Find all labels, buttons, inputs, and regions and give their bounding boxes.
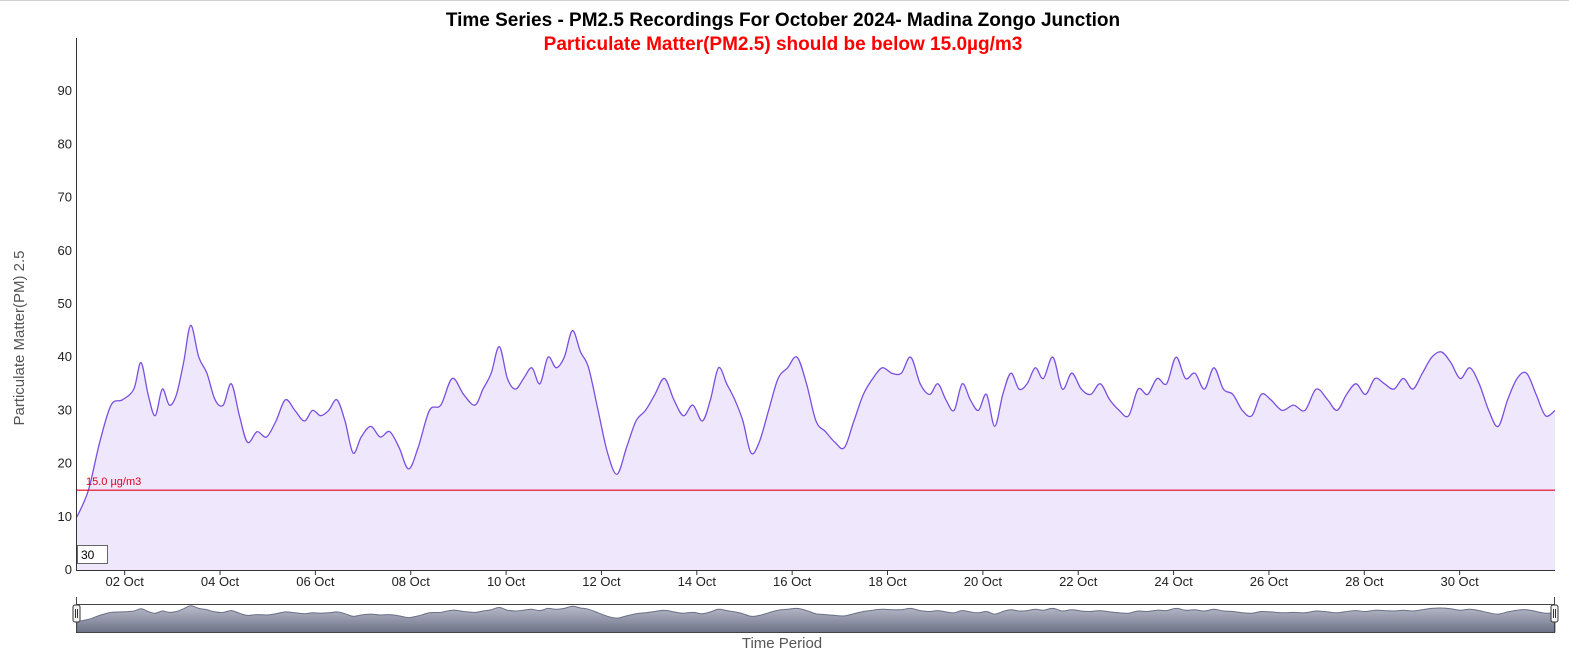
chart-title: Time Series - PM2.5 Recordings For Octob…	[445, 10, 1121, 31]
plot-area: 15.0 µg/m3	[76, 324, 1556, 570]
x-tick-label: 12 Oct	[582, 574, 621, 589]
threshold-label: 15.0 µg/m3	[86, 476, 141, 488]
y-tick-label: 30	[58, 402, 72, 417]
rolling-period-input[interactable]: 30	[77, 545, 108, 564]
navigator-right-handle[interactable]	[1550, 604, 1559, 623]
x-ticks: 02 Oct 04 Oct 06 Oct 08 Oct 10 Oct 12 Oct 14 O…	[106, 570, 1479, 589]
x-tick-label: 26 Oct	[1250, 574, 1289, 589]
time-navigator[interactable]	[72, 597, 1559, 633]
x-tick-label: 30 Oct	[1440, 574, 1479, 589]
pm25-line	[76, 324, 1556, 518]
y-tick-label: 90	[58, 83, 72, 98]
x-tick-label: 06 Oct	[296, 574, 335, 589]
x-tick-label: 24 Oct	[1154, 574, 1193, 589]
top-rule	[0, 0, 1569, 1]
chart-subtitle: Particulate Matter(PM2.5) should be belo…	[543, 34, 1023, 55]
x-tick-label: 08 Oct	[392, 574, 431, 589]
x-tick-label: 18 Oct	[868, 574, 907, 589]
y-ticks: 0 10 20 30 40 50 60 70 80 90	[58, 83, 72, 577]
x-tick-label: 04 Oct	[201, 574, 240, 589]
navigator-left-handle[interactable]	[72, 604, 81, 623]
y-tick-label: 20	[58, 456, 72, 471]
y-tick-label: 40	[58, 349, 72, 364]
pm25-area-fill	[77, 325, 1555, 570]
x-tick-label: 10 Oct	[487, 574, 526, 589]
x-tick-label: 22 Oct	[1059, 574, 1098, 589]
y-tick-label: 0	[65, 562, 72, 577]
navigator-area	[76, 605, 1556, 633]
x-tick-label: 20 Oct	[964, 574, 1003, 589]
x-axis-label: Time Period	[742, 635, 822, 652]
x-tick-label: 14 Oct	[678, 574, 717, 589]
y-tick-label: 50	[58, 296, 72, 311]
y-tick-label: 10	[58, 509, 72, 524]
y-tick-label: 80	[58, 136, 72, 151]
x-tick-label: 02 Oct	[106, 574, 145, 589]
y-axis-label: Particulate Matter(PM) 2.5	[11, 250, 28, 425]
y-tick-label: 70	[58, 190, 72, 205]
y-tick-label: 60	[58, 243, 72, 258]
x-tick-label: 16 Oct	[773, 574, 812, 589]
x-tick-label: 28 Oct	[1345, 574, 1384, 589]
